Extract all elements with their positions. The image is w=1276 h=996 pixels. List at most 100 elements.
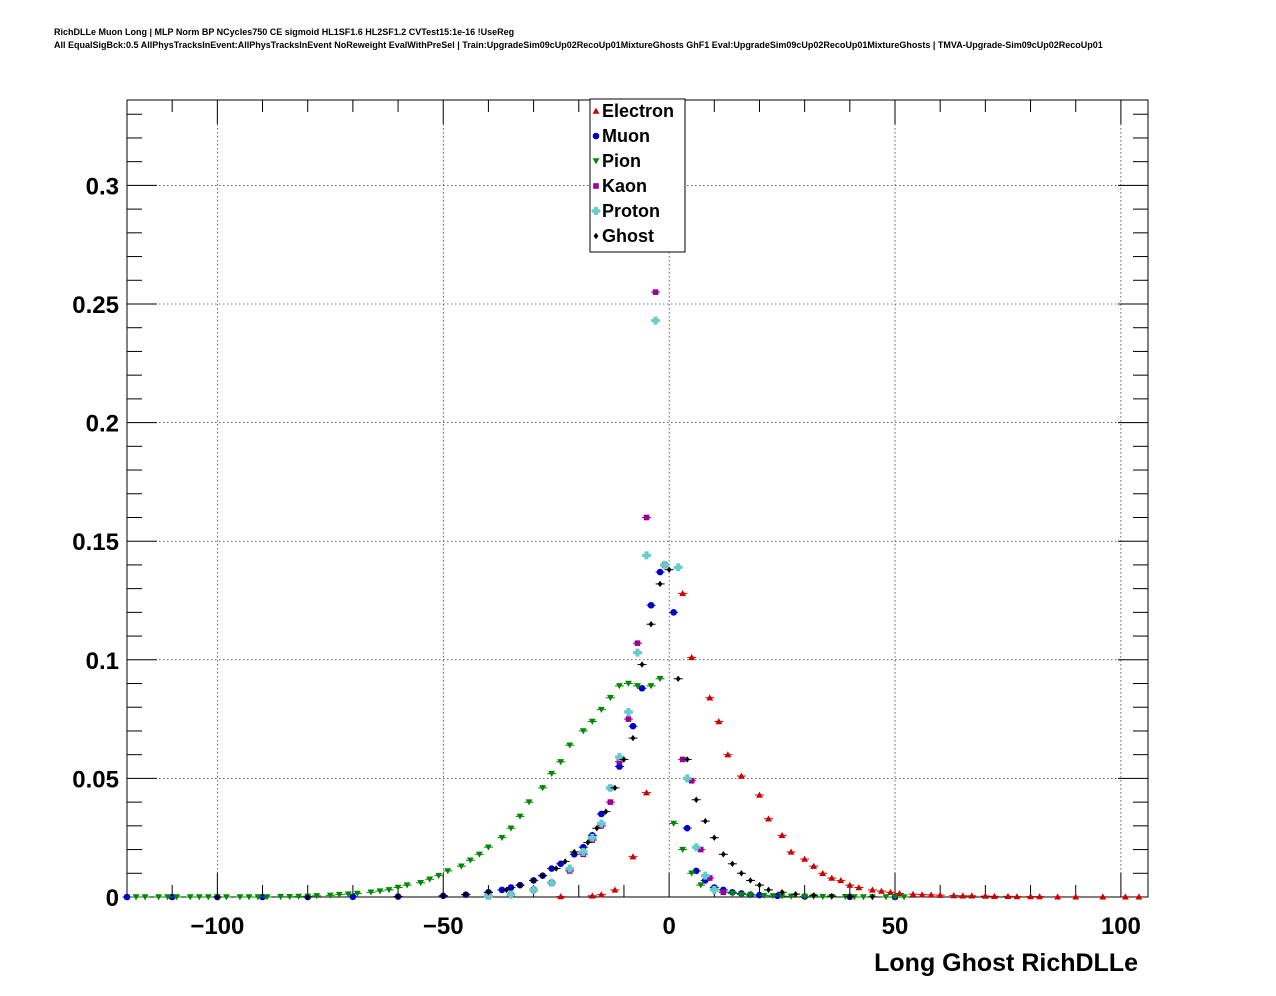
data-point bbox=[900, 894, 908, 901]
legend-marker bbox=[593, 183, 599, 189]
data-point bbox=[693, 796, 699, 803]
data-point bbox=[697, 846, 704, 853]
data-point bbox=[684, 756, 690, 763]
data-point bbox=[588, 833, 597, 842]
data-point bbox=[652, 289, 659, 295]
data-point bbox=[594, 825, 600, 832]
data-point bbox=[801, 855, 809, 862]
data-point bbox=[516, 813, 524, 820]
data-point bbox=[444, 868, 452, 875]
data-point bbox=[648, 621, 654, 628]
data-point bbox=[738, 772, 745, 779]
data-point bbox=[766, 886, 771, 894]
data-point bbox=[679, 589, 687, 597]
data-point bbox=[981, 892, 989, 899]
data-point bbox=[606, 695, 614, 702]
data-point bbox=[295, 893, 303, 900]
header-line-2: All EqualSigBck:0.5 AllPhysTracksInEvent… bbox=[54, 40, 1103, 50]
data-point bbox=[837, 876, 845, 884]
data-point bbox=[326, 892, 334, 899]
header-line-1: RichDLLe Muon Long | MLP Norm BP NCycles… bbox=[54, 27, 515, 37]
legend-entry-ghost: Ghost bbox=[593, 226, 654, 246]
data-point bbox=[123, 893, 131, 901]
data-point bbox=[506, 890, 516, 899]
data-point bbox=[1099, 893, 1107, 900]
data-point bbox=[344, 891, 352, 898]
data-point bbox=[670, 820, 678, 827]
data-point bbox=[787, 893, 795, 900]
data-point bbox=[141, 894, 149, 901]
data-point bbox=[548, 770, 556, 778]
data-point bbox=[683, 824, 691, 832]
data-point bbox=[566, 742, 574, 749]
data-point bbox=[394, 884, 402, 891]
data-point bbox=[155, 894, 163, 901]
data-point bbox=[692, 867, 700, 875]
data-point bbox=[765, 815, 772, 822]
data-point bbox=[918, 891, 926, 898]
y-tick-label: 0.3 bbox=[86, 173, 119, 200]
data-point bbox=[531, 877, 536, 884]
data-point bbox=[702, 817, 708, 825]
legend-label: Muon bbox=[602, 126, 650, 146]
data-point bbox=[950, 892, 958, 899]
data-point bbox=[579, 728, 587, 735]
data-point bbox=[828, 874, 836, 881]
data-point bbox=[606, 783, 615, 792]
data-point bbox=[778, 831, 786, 839]
data-point bbox=[1072, 893, 1080, 900]
y-tick-label: 0.25 bbox=[72, 292, 119, 319]
legend-label: Kaon bbox=[602, 176, 647, 196]
data-point bbox=[748, 877, 753, 884]
x-tick-label: −100 bbox=[190, 913, 244, 940]
data-point bbox=[486, 889, 491, 896]
data-point bbox=[891, 894, 899, 901]
data-point bbox=[597, 891, 605, 898]
data-point bbox=[529, 885, 538, 894]
data-point bbox=[277, 894, 285, 901]
data-point bbox=[990, 892, 998, 900]
data-point bbox=[195, 894, 203, 901]
data-point bbox=[642, 551, 651, 560]
data-point bbox=[565, 864, 575, 873]
data-point bbox=[887, 888, 894, 895]
data-point bbox=[286, 894, 294, 901]
x-tick-label: 100 bbox=[1101, 913, 1141, 940]
data-point bbox=[588, 718, 596, 725]
data-point bbox=[616, 758, 623, 765]
data-point bbox=[760, 892, 768, 899]
data-point bbox=[846, 881, 854, 888]
data-point bbox=[367, 889, 375, 896]
data-point bbox=[656, 676, 664, 683]
series-proton bbox=[483, 316, 719, 900]
data-point bbox=[793, 890, 799, 898]
data-point bbox=[236, 894, 244, 901]
data-point bbox=[611, 886, 619, 893]
data-point bbox=[585, 839, 591, 846]
data-points bbox=[122, 289, 1144, 901]
data-point bbox=[214, 893, 220, 901]
data-point bbox=[643, 514, 650, 521]
data-point bbox=[728, 890, 736, 897]
data-point bbox=[673, 563, 683, 572]
data-point bbox=[245, 894, 253, 901]
data-point bbox=[457, 863, 465, 870]
legend-entry-muon: Muon bbox=[592, 126, 650, 146]
data-point bbox=[936, 891, 944, 898]
legend-marker bbox=[593, 232, 599, 240]
legend-marker bbox=[592, 158, 600, 165]
data-point bbox=[173, 894, 181, 901]
data-point bbox=[507, 884, 515, 891]
data-point bbox=[679, 756, 686, 763]
data-point bbox=[688, 777, 695, 784]
data-point bbox=[747, 892, 754, 899]
data-point bbox=[349, 893, 357, 901]
legend-label: Electron bbox=[602, 101, 674, 121]
series-ghost bbox=[212, 566, 877, 901]
data-point bbox=[612, 784, 618, 792]
data-point bbox=[682, 774, 692, 783]
data-point bbox=[385, 887, 393, 894]
data-point bbox=[882, 894, 890, 901]
data-point bbox=[629, 853, 637, 860]
data-point bbox=[630, 734, 636, 742]
